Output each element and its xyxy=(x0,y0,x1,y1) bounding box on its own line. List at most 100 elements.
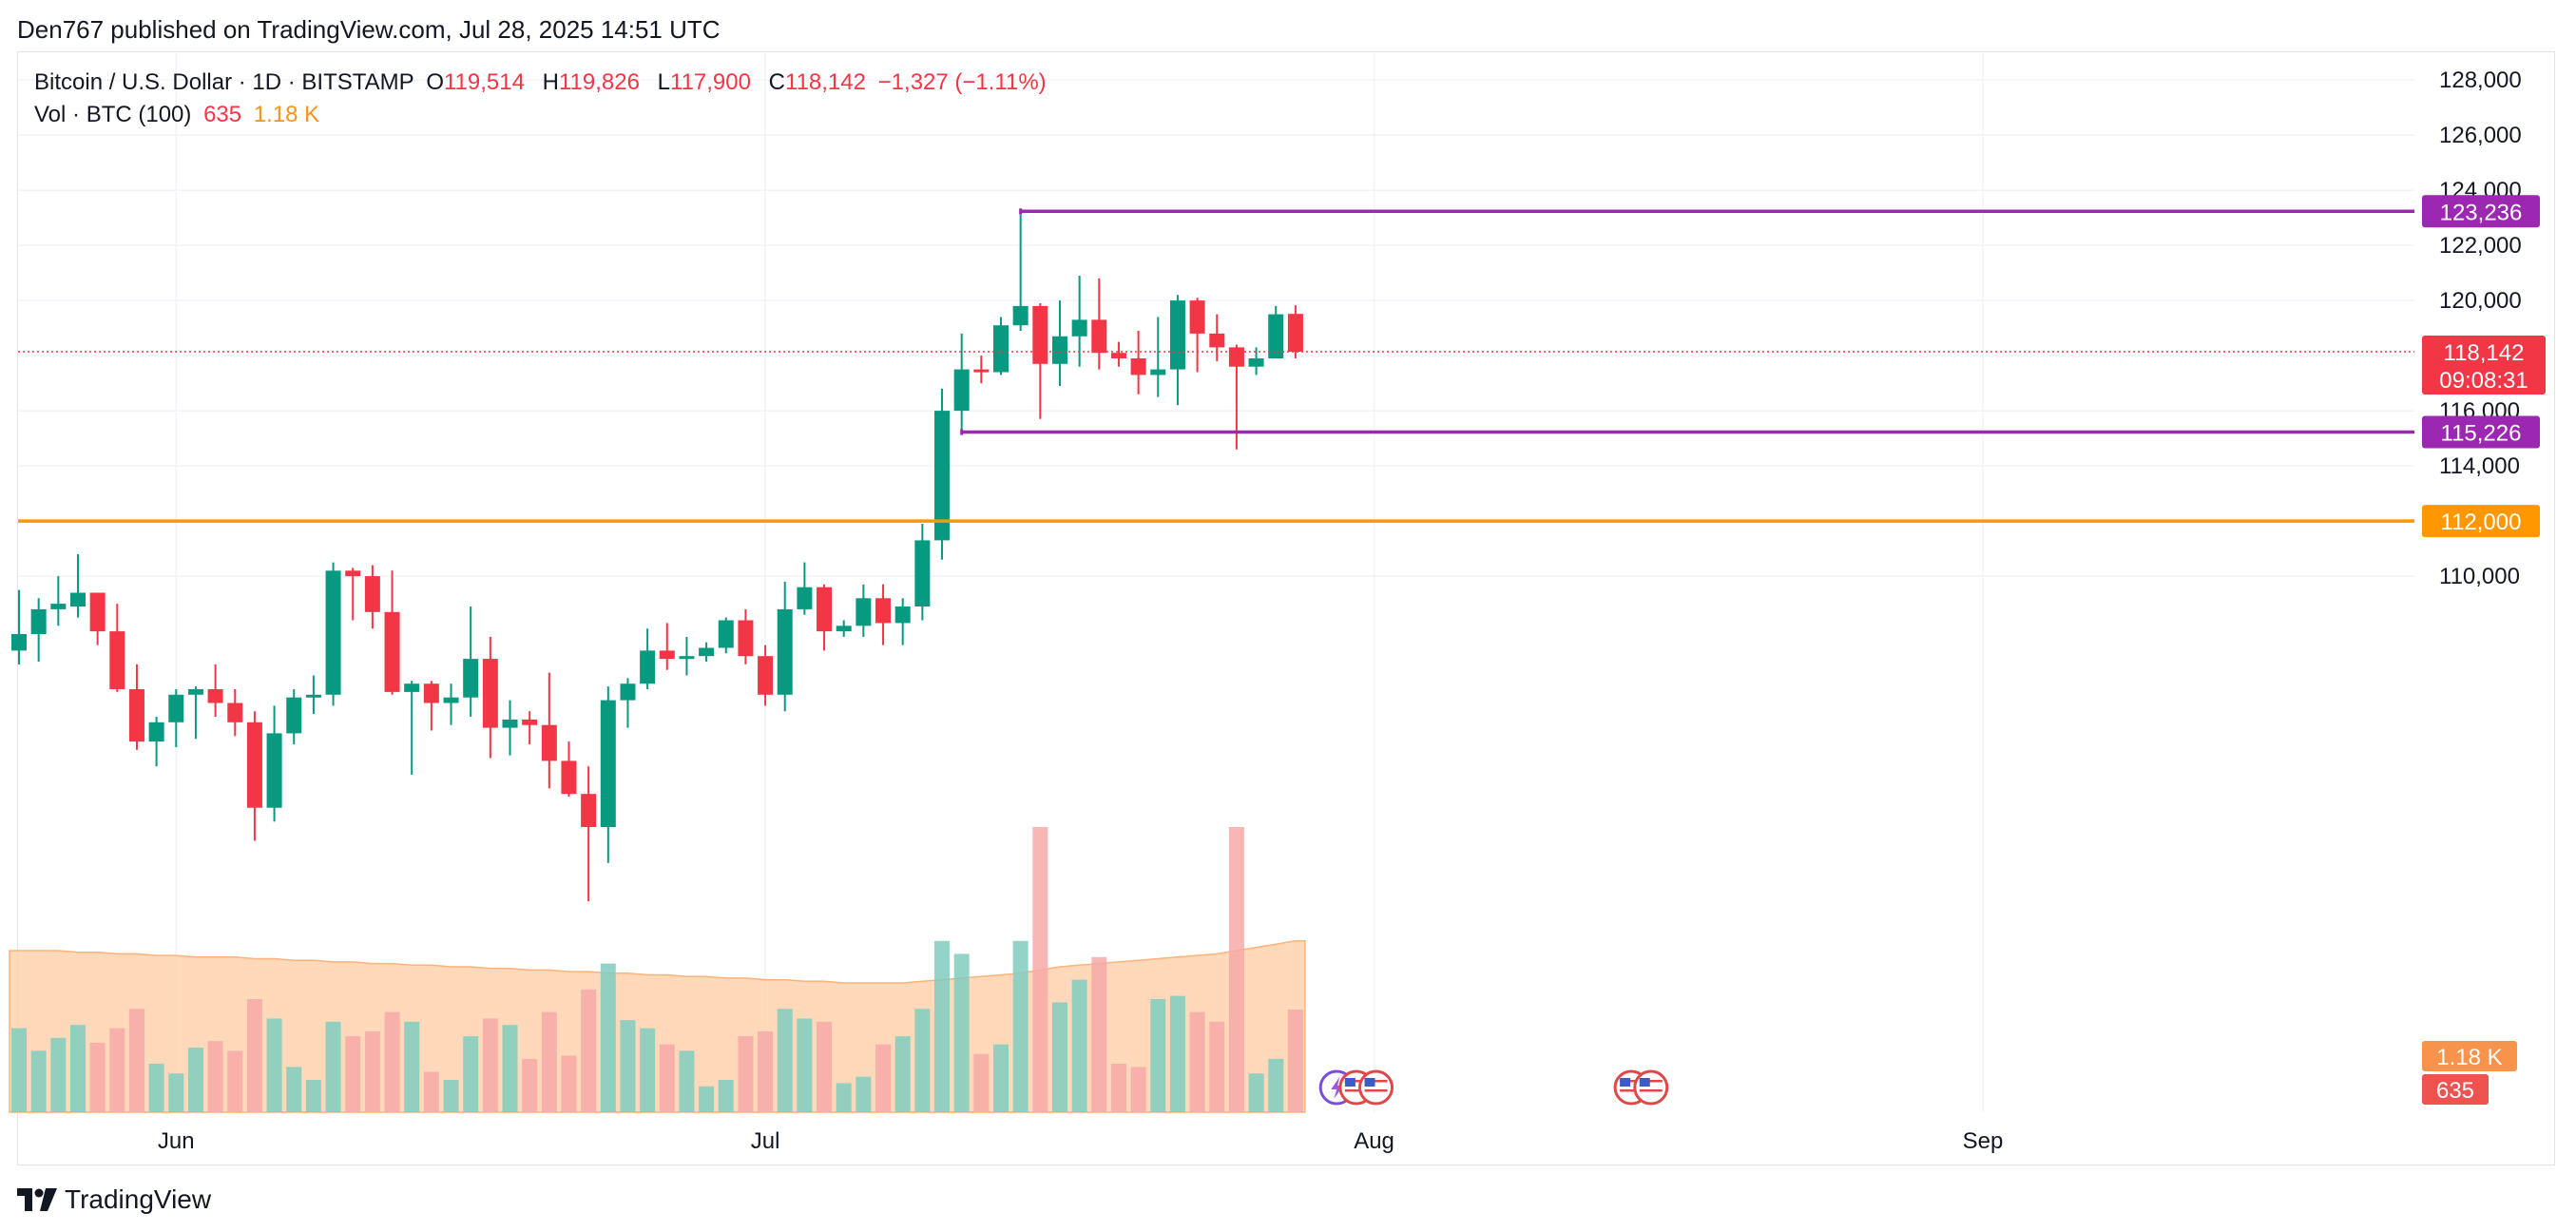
candle-body[interactable] xyxy=(207,689,223,703)
candle-body[interactable] xyxy=(69,592,86,607)
candle-body[interactable] xyxy=(1032,305,1048,364)
y-axis-tick-label: 122,000 xyxy=(2439,233,2522,259)
candle-body[interactable] xyxy=(1209,333,1225,348)
candle-body[interactable] xyxy=(1071,319,1087,337)
candle-body[interactable] xyxy=(836,626,852,632)
candle-body[interactable] xyxy=(561,760,577,795)
volume-bar xyxy=(1169,995,1185,1112)
candle-body[interactable] xyxy=(797,587,813,609)
candle-body[interactable] xyxy=(738,620,754,657)
volume-bar xyxy=(384,1011,400,1112)
candle-body[interactable] xyxy=(404,683,420,692)
candle-body[interactable] xyxy=(345,570,361,577)
candle-body[interactable] xyxy=(384,611,400,692)
candle-body[interactable] xyxy=(11,634,27,651)
candle-body[interactable] xyxy=(443,697,459,703)
y-axis-tick-label: 110,000 xyxy=(2439,564,2520,589)
volume-label[interactable]: Vol · BTC (100) xyxy=(34,102,192,127)
volume-bar xyxy=(345,1036,361,1112)
us-flag-icon[interactable] xyxy=(1358,1069,1394,1106)
candle-body[interactable] xyxy=(227,703,243,722)
candle-body[interactable] xyxy=(777,608,793,695)
candle-body[interactable] xyxy=(1169,300,1185,370)
publication-header: Den767 published on TradingView.com, Jul… xyxy=(17,13,721,46)
volume-bar xyxy=(953,953,970,1112)
candle-body[interactable] xyxy=(1130,358,1146,375)
candle-body[interactable] xyxy=(305,694,321,698)
volume-ma-value: 1.18 K xyxy=(253,102,320,127)
candle-body[interactable] xyxy=(109,631,125,689)
volume-bar xyxy=(1071,979,1087,1112)
candle-body[interactable] xyxy=(128,689,144,742)
candle-body[interactable] xyxy=(817,587,833,632)
candle-body[interactable] xyxy=(679,656,695,660)
candle-body[interactable] xyxy=(1091,319,1107,354)
candle-body[interactable] xyxy=(1189,300,1205,334)
volume-bar xyxy=(502,1025,518,1112)
candle-body[interactable] xyxy=(699,647,715,657)
chart-panel[interactable] xyxy=(17,51,2555,1165)
us-flag-icon[interactable] xyxy=(1633,1069,1669,1106)
volume-bar xyxy=(758,1031,774,1112)
volume-bar xyxy=(1248,1073,1264,1112)
candle-body[interactable] xyxy=(953,369,970,412)
candle-body[interactable] xyxy=(168,694,184,722)
volume-bar xyxy=(777,1009,793,1112)
low-value: 117,900 xyxy=(670,69,751,95)
candle-body[interactable] xyxy=(1287,314,1303,352)
candle-body[interactable] xyxy=(659,650,675,660)
candle-body[interactable] xyxy=(855,598,872,626)
candle-body[interactable] xyxy=(993,325,1009,373)
volume-bar xyxy=(443,1080,459,1112)
candle-body[interactable] xyxy=(1110,353,1126,358)
candle-body[interactable] xyxy=(148,722,164,742)
volume-bar xyxy=(227,1050,243,1112)
candle-body[interactable] xyxy=(1228,347,1244,367)
candle-body[interactable] xyxy=(502,719,518,728)
x-axis-tick-label: Jun xyxy=(158,1128,195,1154)
x-axis-tick-label: Sep xyxy=(1963,1128,2004,1154)
chart-legend: Bitcoin / U.S. Dollar · 1D · BITSTAMP O1… xyxy=(34,67,1052,131)
candle-body[interactable] xyxy=(266,733,282,808)
candle-body[interactable] xyxy=(620,683,636,701)
volume-bar xyxy=(187,1048,203,1112)
candle-body[interactable] xyxy=(1248,358,1264,367)
candle-body[interactable] xyxy=(758,656,774,695)
symbol-description[interactable]: Bitcoin / U.S. Dollar · 1D · BITSTAMP xyxy=(34,69,414,95)
candle-body[interactable] xyxy=(50,604,67,609)
candle-body[interactable] xyxy=(581,794,597,827)
candle-body[interactable] xyxy=(364,576,380,612)
footer-branding[interactable]: TradingView xyxy=(17,1183,211,1217)
volume-bar xyxy=(679,1050,695,1112)
high-value: 119,826 xyxy=(558,69,640,95)
candle-body[interactable] xyxy=(1268,314,1284,358)
candle-body[interactable] xyxy=(914,540,931,606)
candle-body[interactable] xyxy=(1012,305,1028,326)
candle-body[interactable] xyxy=(325,570,341,695)
candle-body[interactable] xyxy=(89,592,106,632)
candle-body[interactable] xyxy=(875,598,892,624)
volume-bar xyxy=(364,1031,380,1112)
volume-bar xyxy=(109,1028,125,1112)
candle-body[interactable] xyxy=(423,683,439,703)
candle-body[interactable] xyxy=(522,719,538,725)
y-axis-tick-label: 114,000 xyxy=(2439,453,2520,479)
candle-body[interactable] xyxy=(30,608,47,634)
candle-body[interactable] xyxy=(1150,369,1166,375)
candle-body[interactable] xyxy=(1051,336,1067,364)
candle-body[interactable] xyxy=(286,697,302,734)
candle-body[interactable] xyxy=(973,369,990,373)
candle-body[interactable] xyxy=(541,724,557,761)
candle-body[interactable] xyxy=(718,620,734,648)
volume-bar xyxy=(934,940,951,1112)
candle-body[interactable] xyxy=(894,606,911,624)
candle-body[interactable] xyxy=(246,722,262,808)
candle-body[interactable] xyxy=(600,700,616,827)
candle-body[interactable] xyxy=(934,411,951,541)
candle-body[interactable] xyxy=(482,659,498,728)
volume-bar xyxy=(817,1021,833,1112)
candle-body[interactable] xyxy=(640,650,656,684)
candle-body[interactable] xyxy=(187,689,203,695)
candle-body[interactable] xyxy=(463,659,479,698)
